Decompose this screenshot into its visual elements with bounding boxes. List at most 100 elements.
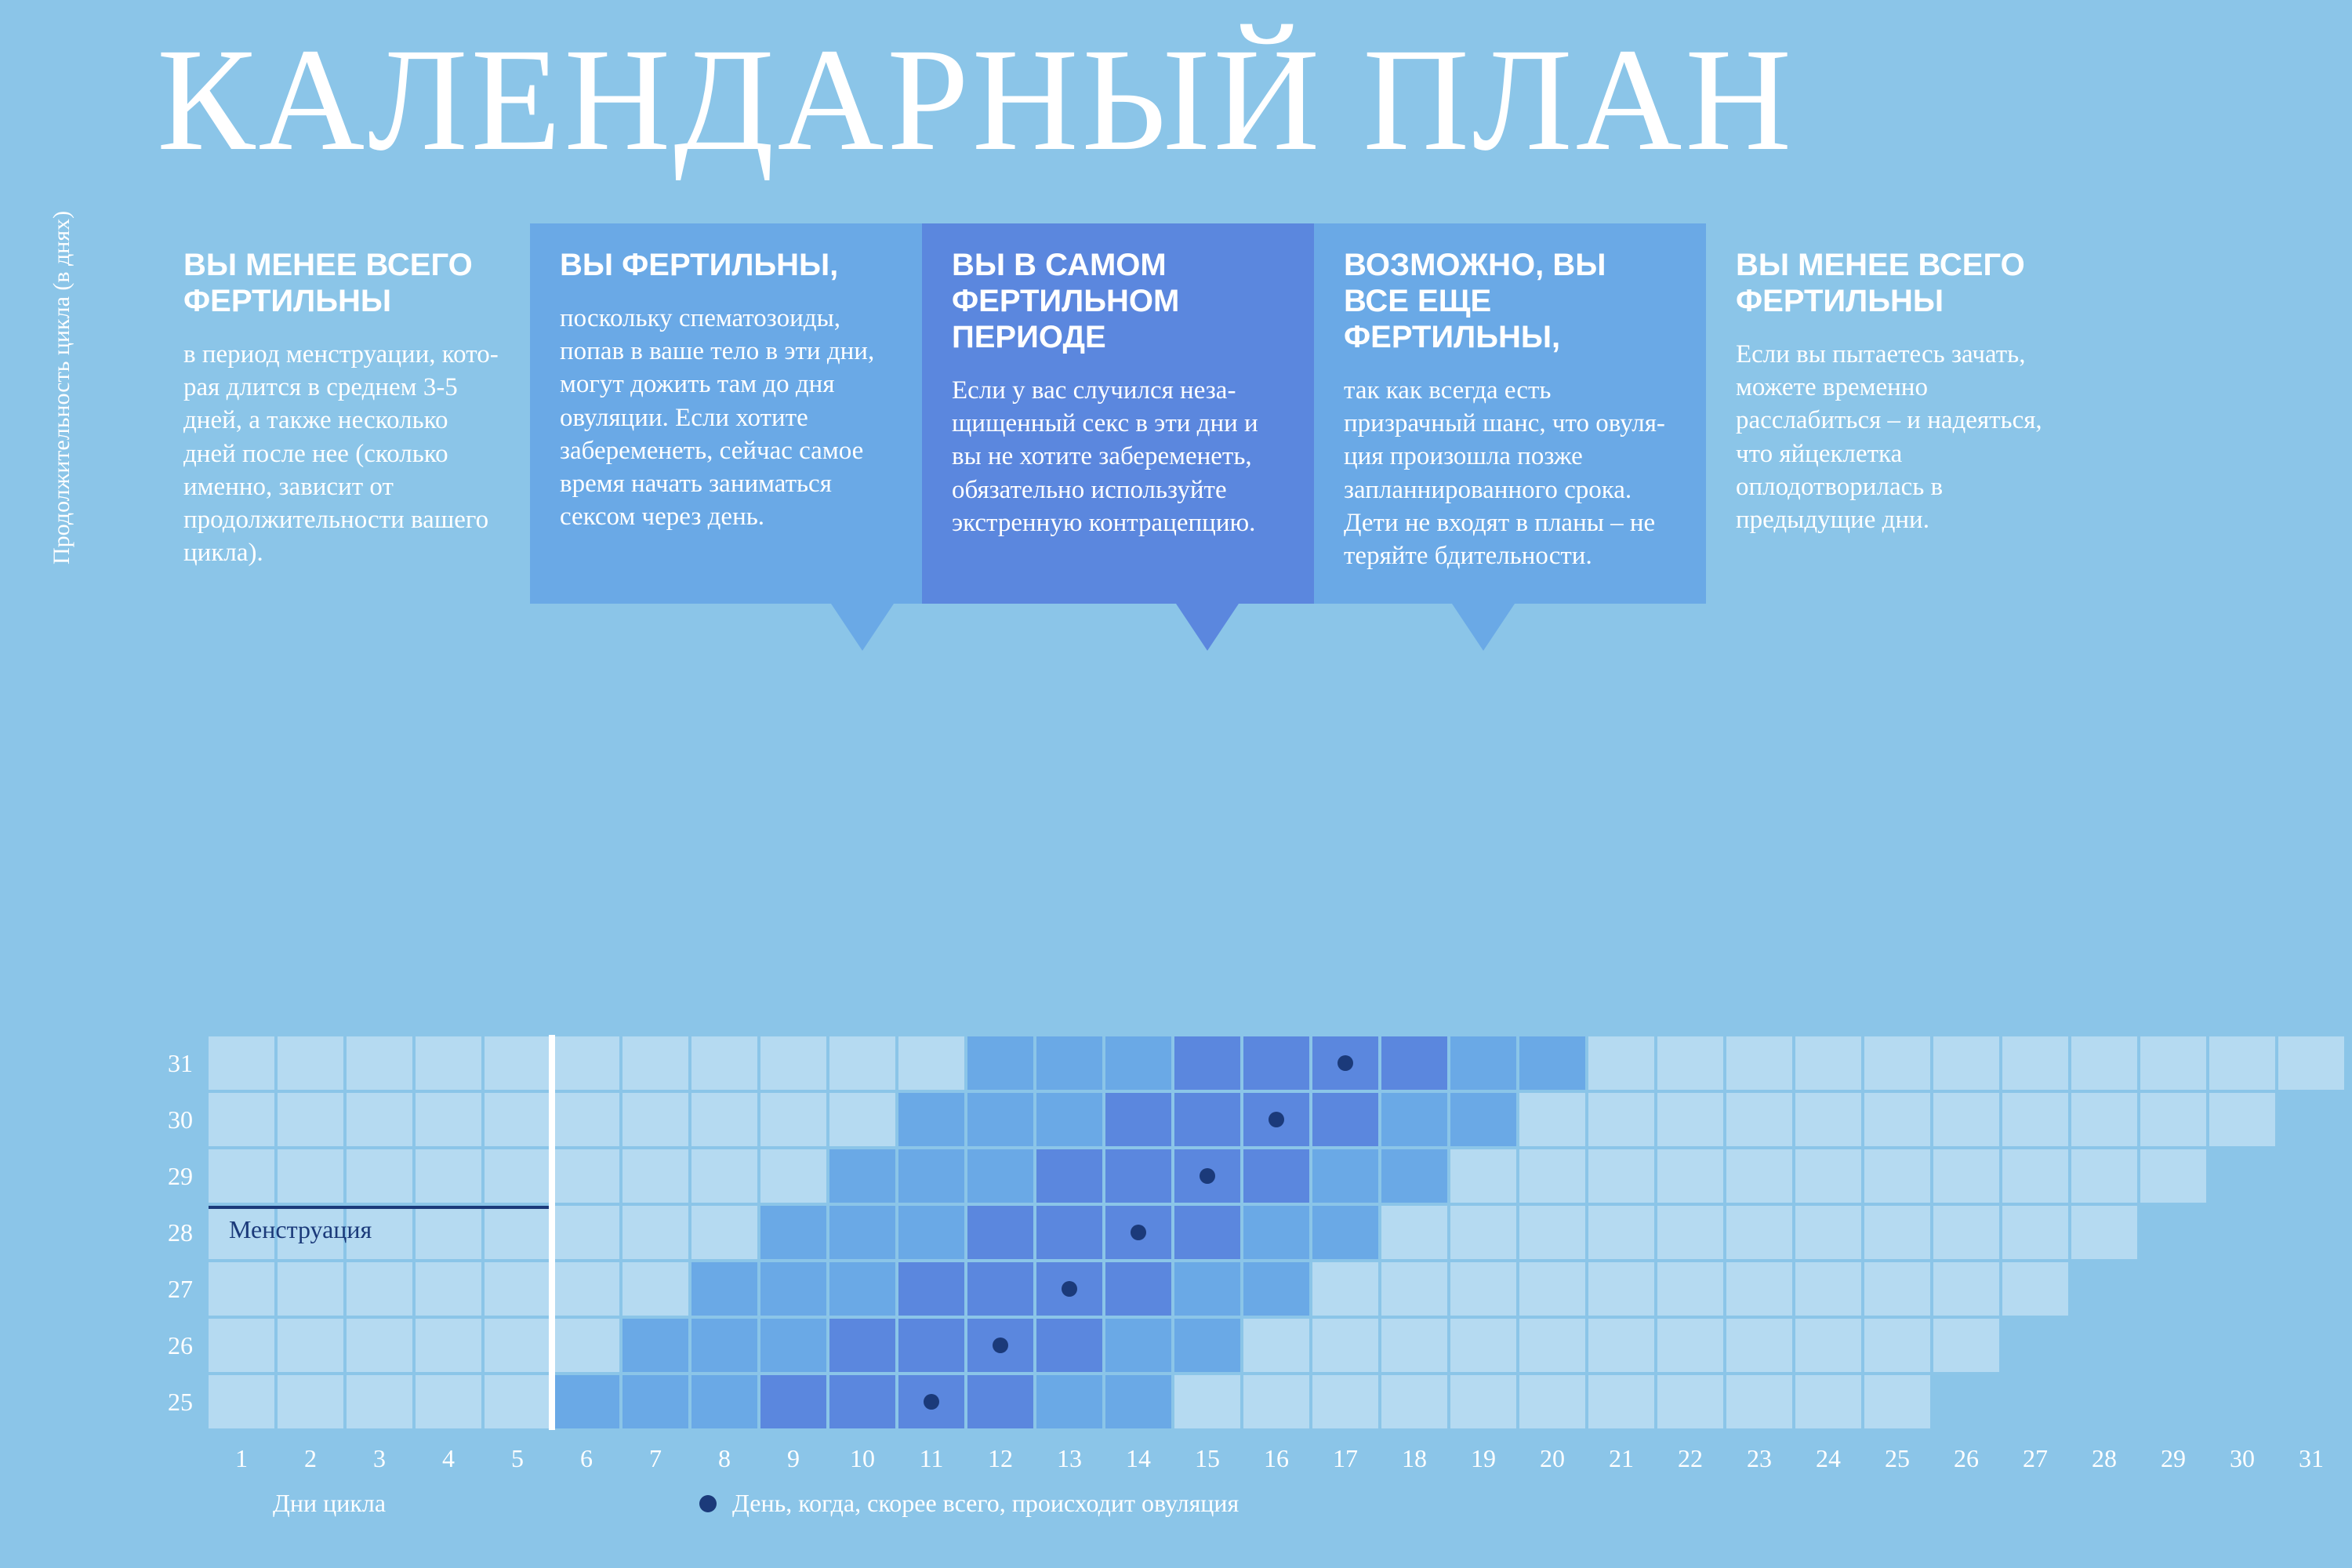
chart-cell (485, 1149, 550, 1203)
chart-cell (760, 1319, 826, 1372)
chart-cell (1381, 1375, 1447, 1428)
chart-cell (1174, 1036, 1240, 1090)
chart-cell (967, 1319, 1033, 1372)
chart-cell (554, 1206, 619, 1259)
x-tick-label: 19 (1449, 1444, 1518, 1473)
chart-cell (1312, 1149, 1378, 1203)
chart-cell (1105, 1093, 1171, 1146)
chart-cell (1243, 1206, 1309, 1259)
chart-cell (1312, 1262, 1378, 1316)
chart-cell (898, 1262, 964, 1316)
chart-cell (1588, 1206, 1654, 1259)
chart-cell (2140, 1375, 2206, 1428)
column-title: ВОЗМОЖНО, ВЫ ВСЕ ЕЩЕ ФЕРТИЛЬНЫ, (1344, 247, 1676, 355)
chart-cell (2071, 1375, 2137, 1428)
chart-cell (2278, 1375, 2344, 1428)
chart-cell (1036, 1375, 1102, 1428)
y-tick-label: 25 (157, 1388, 207, 1417)
info-columns: ВЫ МЕНЕЕ ВСЕГО ФЕРТИЛЬНЫв период мен­стр… (154, 223, 2242, 604)
x-tick-label: 26 (1932, 1444, 2001, 1473)
info-column-1: ВЫ ФЕРТИЛЬНЫ,поскольку спема­тозоиды, по… (530, 223, 922, 604)
chart-cell (2209, 1036, 2275, 1090)
chart-cell (1174, 1206, 1240, 1259)
chart-cell (485, 1375, 550, 1428)
chart-cell (1450, 1262, 1516, 1316)
chart-cell (1864, 1149, 1930, 1203)
chart-cell (1312, 1036, 1378, 1090)
chart-cell (1795, 1036, 1861, 1090)
x-tick-label: 14 (1104, 1444, 1173, 1473)
chart-cell (2278, 1149, 2344, 1203)
chart-cell (967, 1093, 1033, 1146)
y-tick-label: 27 (157, 1275, 207, 1304)
chart-cell (2071, 1206, 2137, 1259)
chart-cell (1657, 1093, 1723, 1146)
column-title: ВЫ МЕНЕЕ ВСЕГО ФЕРТИЛЬНЫ (1736, 247, 2053, 319)
chart-cell (2002, 1319, 2068, 1372)
chart-cell (1726, 1206, 1792, 1259)
menstruation-label: Менструация (229, 1215, 372, 1244)
chart-cell (209, 1093, 274, 1146)
chart-cell (829, 1319, 895, 1372)
chart-cell (1036, 1036, 1102, 1090)
x-tick-label: 25 (1863, 1444, 1932, 1473)
chart-cell (1588, 1149, 1654, 1203)
chart-cell (1312, 1375, 1378, 1428)
x-axis: 1234567891011121314151617181920212223242… (207, 1444, 2346, 1473)
chart-cell (209, 1262, 274, 1316)
chart-cell (2209, 1319, 2275, 1372)
chart-cell (691, 1262, 757, 1316)
chart-cell (1174, 1262, 1240, 1316)
chart-cell (1588, 1375, 1654, 1428)
column-body: так как всегда есть призрачный шанс, что… (1344, 374, 1676, 572)
chart-cell (1933, 1149, 1999, 1203)
chart-cell (1519, 1149, 1585, 1203)
chart-cell (691, 1093, 757, 1146)
chart-cell (1519, 1262, 1585, 1316)
chart-cell (2002, 1262, 2068, 1316)
chart-cell (691, 1036, 757, 1090)
chart-cell (1588, 1262, 1654, 1316)
chart-cell (278, 1262, 343, 1316)
chart-cell (1588, 1093, 1654, 1146)
chart-cell (967, 1149, 1033, 1203)
chart-cell (2002, 1036, 2068, 1090)
chart-cell (1933, 1319, 1999, 1372)
chart-cell (1105, 1319, 1171, 1372)
chart-cell (2071, 1093, 2137, 1146)
chart-cell (416, 1375, 481, 1428)
y-tick-label: 29 (157, 1162, 207, 1191)
x-tick-label: 21 (1587, 1444, 1656, 1473)
chart-cell (622, 1149, 688, 1203)
chart-cell (1795, 1375, 1861, 1428)
chart-cell (1105, 1149, 1171, 1203)
chart-cell (554, 1375, 619, 1428)
x-tick-label: 4 (414, 1444, 483, 1473)
chart-cell (1795, 1262, 1861, 1316)
chart-cell (829, 1262, 895, 1316)
chart-row: 29 (157, 1148, 2346, 1204)
chart-cell (1588, 1036, 1654, 1090)
chart-cell (2278, 1262, 2344, 1316)
chart-cell (967, 1262, 1033, 1316)
chart-cell (1519, 1375, 1585, 1428)
chart-cell (209, 1375, 274, 1428)
chart-cell (967, 1206, 1033, 1259)
chart-cell (1864, 1375, 1930, 1428)
chart-row: 25 (157, 1374, 2346, 1430)
chart-cell (1174, 1093, 1240, 1146)
chart-cell (554, 1036, 619, 1090)
chart-cell (1657, 1262, 1723, 1316)
chart-cell (760, 1206, 826, 1259)
chart-cell (209, 1319, 274, 1372)
chart-row: 28 (157, 1204, 2346, 1261)
chart-cell (1450, 1149, 1516, 1203)
chart-cell (1933, 1206, 1999, 1259)
chart-cell (2209, 1206, 2275, 1259)
x-tick-label: 2 (276, 1444, 345, 1473)
chart-cell (1864, 1319, 1930, 1372)
y-tick-label: 31 (157, 1049, 207, 1078)
chart-cell (554, 1093, 619, 1146)
column-title: ВЫ В САМОМ ФЕРТИЛЬНОМ ПЕРИОДЕ (952, 247, 1284, 355)
chart-cell (898, 1206, 964, 1259)
